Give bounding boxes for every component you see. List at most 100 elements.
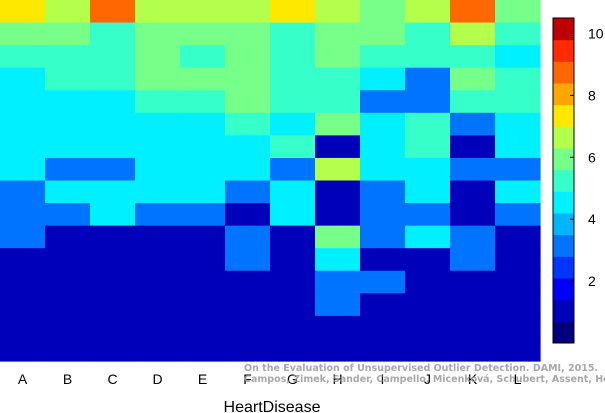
heatmap-cell [0,270,46,294]
heatmap-cell [405,22,451,46]
colorbar-swatch [553,83,574,106]
heatmap-cell [315,112,361,136]
heatmap-cell [450,270,496,294]
heatmap-cell [450,225,496,249]
heatmap-cell [360,112,406,136]
heatmap-cell [45,22,91,46]
heatmap-cell [180,293,226,317]
colorbar-tick-label: 10 [588,25,604,41]
heatmap-cell [315,338,361,362]
heatmap-cell [90,135,136,159]
heatmap-cell [405,270,451,294]
heatmap-cell [135,338,181,362]
colorbar-swatch [553,169,574,192]
heatmap-cell [45,45,91,69]
heatmap-cell [180,22,226,46]
heatmap-cell [315,180,361,204]
heatmap-cell [180,0,226,24]
heatmap-cell [270,22,316,46]
heatmap-cell [180,180,226,204]
heatmap-cell [45,67,91,91]
heatmap-cell [495,90,541,114]
heatmap-cell [315,293,361,317]
heatmap-cell [495,0,541,24]
heatmap-cell [180,270,226,294]
heatmap-cell [90,203,136,227]
heatmap-cell [0,338,46,362]
heatmap-cell [450,203,496,227]
colorbar-swatch [553,299,574,322]
heatmap-cell [225,22,271,46]
citation-line-1: On the Evaluation of Unsupervised Outlie… [244,363,598,374]
heatmap-cell [180,225,226,249]
heatmap-cell [405,315,451,340]
heatmap-cell [135,0,181,24]
heatmap-cell [450,180,496,204]
heatmap-cell [225,248,271,272]
heatmap-cell [405,157,451,182]
heatmap-cell [270,135,316,159]
heatmap-cell [450,112,496,136]
heatmap-cell [135,135,181,159]
x-tick-label: J [424,371,431,387]
heatmap-cell [180,157,226,182]
heatmap-cell [450,22,496,46]
x-tick-label: I [381,371,385,387]
heatmap-cell [0,315,46,340]
heatmap-cell [45,0,91,24]
citation-line-2: Campos, Zimek, Sander, Campello, Micenko… [244,374,605,385]
heatmap-cell [315,203,361,227]
x-tick-label: C [107,371,117,387]
heatmap-cell [360,248,406,272]
heatmap-cell [495,315,541,340]
heatmap-cell [495,22,541,46]
heatmap-cell [90,67,136,91]
heatmap-cell [0,22,46,46]
heatmap-cell [90,338,136,362]
heatmap-cell [270,45,316,69]
colorbar-swatch [553,61,574,84]
x-tick-label: G [287,371,298,387]
heatmap-cell [135,203,181,227]
heatmap-cell [315,22,361,46]
heatmap-cell [360,45,406,69]
heatmap-cell [360,203,406,227]
heatmap-cell [270,338,316,362]
heatmap-cell [90,180,136,204]
heatmap-cell [90,225,136,249]
heatmap-cell [135,225,181,249]
x-tick-label: B [63,371,72,387]
heatmap-cell [360,338,406,362]
heatmap-cell [90,270,136,294]
heatmap-cell [495,225,541,249]
heatmap-cell [450,293,496,317]
colorbar-tick-labels: 2 4 6 8 10 [570,25,604,289]
heatmap-cell [225,0,271,24]
heatmap-cell [495,112,541,136]
heatmap-cell [45,90,91,114]
heatmap-cell [270,67,316,91]
heatmap-cell [225,112,271,136]
heatmap-cell [225,157,271,182]
heatmap-cell [360,90,406,114]
heatmap-cell [180,112,226,136]
heatmap-cell [270,90,316,114]
colorbar-frame [552,17,575,344]
heatmap-cell [180,248,226,272]
heatmap-cell [315,135,361,159]
colorbar-tick-label: 6 [588,149,596,165]
heatmap-cell [180,135,226,159]
heatmap-cell [90,248,136,272]
colorbar-swatch [553,126,574,149]
heatmap-cell [90,90,136,114]
heatmap-cell [315,45,361,69]
heatmap-cell [405,203,451,227]
heatmap-cell [405,67,451,91]
heatmap-cell [180,315,226,340]
heatmap-cell [0,225,46,249]
heatmap-cell [225,67,271,91]
heatmap-cell [450,135,496,159]
heatmap-cell [90,112,136,136]
heatmap-cell [180,338,226,362]
heatmap-cell [450,67,496,91]
